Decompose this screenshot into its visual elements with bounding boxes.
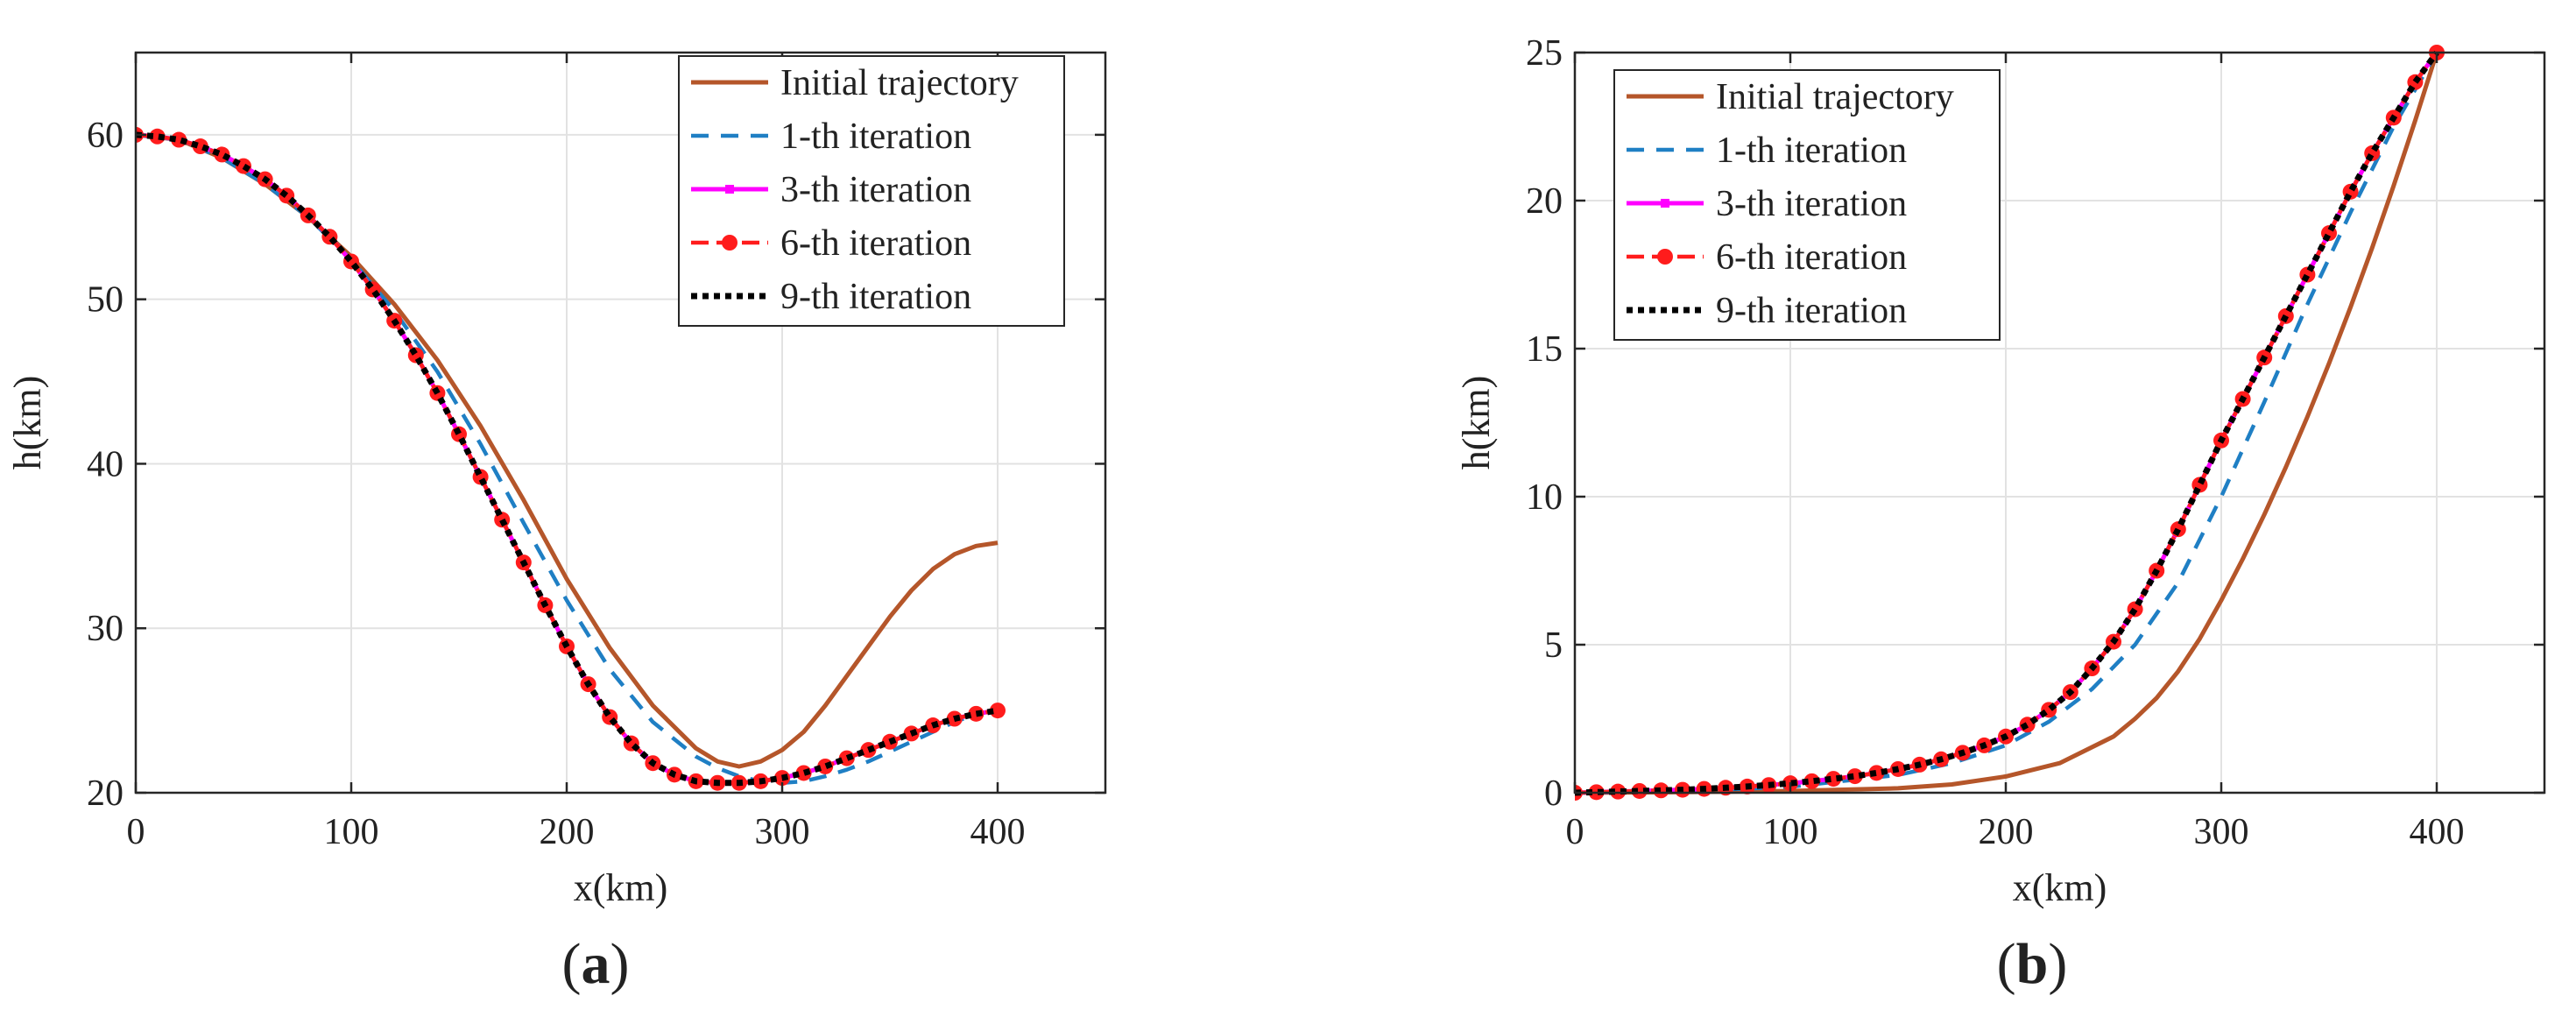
data-point-iter6	[1803, 773, 1820, 789]
data-point-iter6	[968, 705, 985, 722]
y-tick-label: 5	[1544, 625, 1563, 666]
x-tick-label: 200	[540, 812, 595, 852]
legend-label: Initial trajectory	[1716, 77, 1954, 117]
data-point-iter6	[1610, 783, 1627, 800]
series-line-iter9	[1575, 50, 2439, 796]
x-axis-label: x(km)	[2013, 866, 2107, 909]
caption-paren-close: )	[610, 932, 630, 996]
y-tick-label: 10	[1526, 477, 1563, 518]
data-point-iter6	[990, 703, 1006, 719]
series-line-iter9	[136, 131, 999, 787]
caption-letter: b	[2016, 932, 2049, 996]
legend-label: 9-th iteration	[780, 277, 971, 317]
axes-box	[134, 51, 1107, 794]
data-point-iter6	[149, 128, 166, 145]
series-line-initial	[1575, 52, 2439, 795]
legend: Initial trajectory 1-th iteration 3-th ite…	[678, 55, 1065, 327]
legend-label: 1-th iteration	[1716, 131, 1907, 171]
legend-label: Initial trajectory	[780, 63, 1019, 103]
caption-letter: a	[582, 932, 610, 996]
series-line-iter1	[1575, 51, 2438, 795]
panel-a: 0 100 200 300 400 20 30 40 50 60 x(km) h(km) Initial…	[6, 51, 1107, 996]
caption-paren-close: )	[2048, 932, 2067, 996]
panel-caption: (a)	[562, 932, 630, 996]
y-tick-label: 50	[87, 280, 124, 321]
x-tick-label: 0	[1566, 812, 1584, 852]
legend-label: 3-th iteration	[780, 170, 971, 210]
y-tick-label: 20	[87, 773, 124, 814]
y-tick-label: 25	[1526, 33, 1563, 74]
x-tick-label: 100	[1763, 812, 1818, 852]
legend-marker-iter3	[1661, 199, 1669, 208]
x-tick-label: 0	[127, 812, 145, 852]
y-tick-label: 40	[87, 444, 124, 484]
panel-caption: (b)	[1997, 932, 2068, 996]
data-point-iter6	[1846, 768, 1863, 785]
x-tick-label: 100	[324, 812, 379, 852]
legend-label: 6-th iteration	[780, 223, 971, 264]
caption-paren-open: (	[1997, 932, 2016, 996]
data-point-iter6	[1868, 765, 1885, 781]
data-point-iter6	[1653, 782, 1669, 799]
x-tick-label: 400	[2410, 812, 2465, 852]
x-tick-label: 400	[970, 812, 1026, 852]
data-point-iter6	[1631, 782, 1648, 799]
x-axis-label: x(km)	[574, 866, 668, 909]
y-axis-label: h(km)	[1455, 376, 1498, 470]
legend: Initial trajectory 1-th iteration 3-th ite…	[1613, 69, 2001, 341]
legend-label: 3-th iteration	[1716, 184, 1907, 224]
x-tick-label: 200	[1979, 812, 2034, 852]
y-axis-label: h(km)	[6, 376, 49, 470]
legend-marker-iter3	[725, 185, 734, 194]
y-tick-label: 30	[87, 609, 124, 649]
panel-b: 0 100 200 300 400 0 5 10 15 20 25 x(km) h(km) Initial…	[1455, 33, 2546, 996]
x-tick-label: 300	[2194, 812, 2249, 852]
legend-marker-iter6	[722, 235, 738, 251]
axes-box	[1573, 51, 2546, 794]
data-point-iter6	[1825, 771, 1842, 787]
y-tick-label: 0	[1544, 773, 1563, 814]
y-tick-label: 60	[87, 116, 124, 156]
y-tick-label: 20	[1526, 181, 1563, 222]
y-tick-label: 15	[1526, 329, 1563, 370]
legend-label: 6-th iteration	[1716, 237, 1907, 278]
legend-label: 1-th iteration	[780, 117, 971, 157]
x-tick-label: 300	[755, 812, 810, 852]
series-group	[136, 126, 1006, 791]
legend-label: 9-th iteration	[1716, 291, 1907, 331]
legend-marker-iter6	[1657, 249, 1673, 265]
caption-paren-open: (	[562, 932, 582, 996]
